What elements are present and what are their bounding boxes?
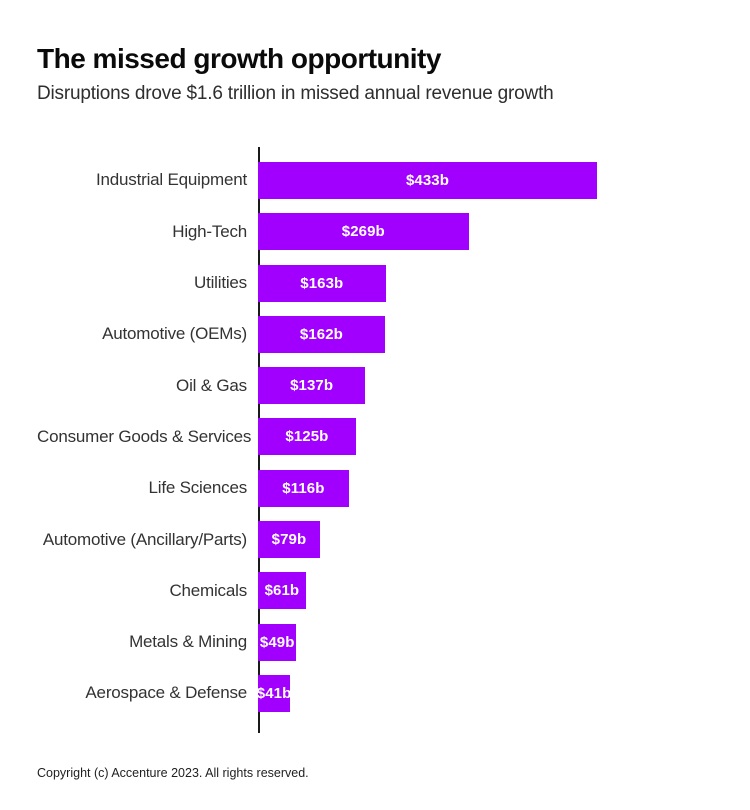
bar-rows: Industrial Equipment $433b High-Tech $269b U… bbox=[37, 155, 713, 719]
bar-row: Automotive (OEMs) $162b bbox=[37, 309, 713, 360]
bar: $137b bbox=[258, 367, 366, 405]
bar-chart: Industrial Equipment $433b High-Tech $269b U… bbox=[37, 146, 713, 734]
bar-row: Oil & Gas $137b bbox=[37, 360, 713, 411]
bar: $162b bbox=[258, 315, 385, 353]
value-label: $125b bbox=[285, 428, 329, 446]
bar-track: $61b bbox=[258, 572, 713, 610]
bar-row: Utilities $163b bbox=[37, 257, 713, 308]
category-label: Life Sciences bbox=[148, 478, 247, 498]
bar-row: Industrial Equipment $433b bbox=[37, 155, 713, 206]
bar-track: $162b bbox=[258, 315, 713, 353]
page-subtitle: Disruptions drove $1.6 trillion in misse… bbox=[37, 82, 554, 104]
bar: $79b bbox=[258, 521, 320, 559]
category-label: Aerospace & Defense bbox=[85, 683, 247, 703]
bar-track: $116b bbox=[258, 469, 713, 507]
value-label: $79b bbox=[271, 531, 307, 549]
bar: $49b bbox=[258, 623, 297, 661]
bar-track: $137b bbox=[258, 367, 713, 405]
value-label: $433b bbox=[405, 171, 450, 189]
bar: $125b bbox=[258, 418, 356, 456]
value-label: $41b bbox=[256, 684, 292, 702]
category-label: High-Tech bbox=[172, 221, 247, 241]
bar-track: $125b bbox=[258, 418, 713, 456]
bar: $61b bbox=[258, 572, 306, 610]
bar-track: $433b bbox=[258, 161, 713, 199]
bar: $433b bbox=[258, 161, 597, 199]
value-label: $137b bbox=[290, 377, 334, 395]
bar-row: High-Tech $269b bbox=[37, 206, 713, 257]
value-label: $269b bbox=[341, 223, 385, 241]
category-label: Consumer Goods & Services bbox=[37, 426, 252, 446]
category-label: Chemicals bbox=[169, 580, 247, 600]
bar-row: Metals & Mining $49b bbox=[37, 616, 713, 667]
category-label: Industrial Equipment bbox=[96, 170, 247, 190]
category-label: Utilities bbox=[194, 273, 247, 293]
value-label: $162b bbox=[299, 325, 343, 343]
bar-track: $79b bbox=[258, 521, 713, 559]
bar-row: Consumer Goods & Services $125b bbox=[37, 411, 713, 462]
bar-row: Aerospace & Defense $41b bbox=[37, 668, 713, 719]
bar: $116b bbox=[258, 469, 349, 507]
bar-row: Life Sciences $116b bbox=[37, 463, 713, 514]
category-label: Automotive (OEMs) bbox=[102, 324, 247, 344]
category-label: Metals & Mining bbox=[129, 632, 247, 652]
bar-track: $269b bbox=[258, 213, 713, 251]
bar: $163b bbox=[258, 264, 386, 302]
value-label: $163b bbox=[300, 274, 344, 292]
bar-track: $49b bbox=[258, 623, 713, 661]
value-label: $49b bbox=[259, 633, 295, 651]
bar-track: $41b bbox=[256, 674, 713, 712]
value-label: $116b bbox=[282, 479, 325, 497]
category-label: Oil & Gas bbox=[176, 375, 247, 395]
bar-track: $163b bbox=[258, 264, 713, 302]
page-title: The missed growth opportunity bbox=[37, 43, 441, 74]
copyright-text: Copyright (c) Accenture 2023. All rights… bbox=[37, 766, 309, 780]
bar: $41b bbox=[256, 674, 292, 712]
bar-row: Chemicals $61b bbox=[37, 565, 713, 616]
bar: $269b bbox=[258, 213, 469, 251]
value-label: $61b bbox=[264, 582, 300, 600]
bar-row: Automotive (Ancillary/Parts) $79b bbox=[37, 514, 713, 565]
category-label: Automotive (Ancillary/Parts) bbox=[42, 529, 247, 549]
